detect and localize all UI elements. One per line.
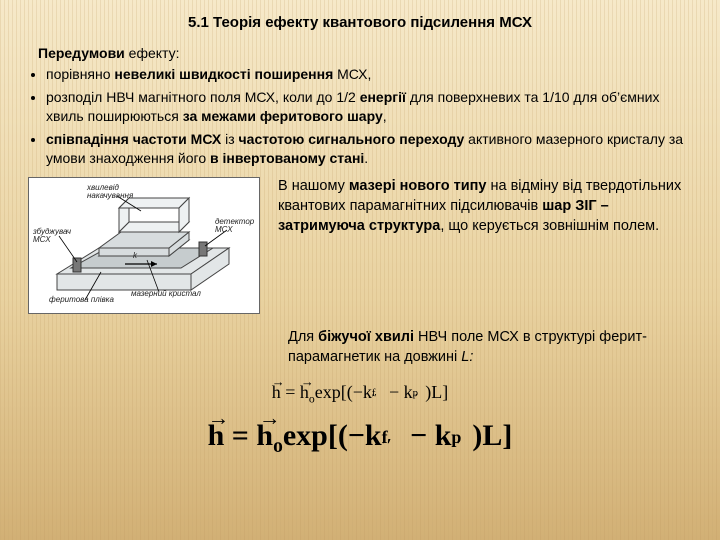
- diagram-label-detector: детектор МСХ: [215, 218, 259, 234]
- device-diagram: хвилевід накачування збуджувач МСХ детек…: [28, 177, 260, 314]
- preconditions-list: порівняно невеликі швидкості поширення М…: [28, 65, 692, 167]
- intro-line: Передумови ефекту:: [38, 45, 692, 61]
- intro-rest: ефекту:: [125, 45, 180, 61]
- diagram-label-waveguide: хвилевід накачування: [87, 184, 147, 200]
- list-item: порівняно невеликі швидкості поширення М…: [46, 65, 692, 84]
- list-item: співпадіння частоти МСХ із частотою сигн…: [46, 130, 692, 168]
- running-wave-paragraph: Для біжучої хвилі НВЧ поле МСХ в структу…: [288, 328, 692, 367]
- diagram-label-exciter: збуджувач МСХ: [33, 228, 83, 244]
- diagram-label-crystal: мазерний кристал: [131, 290, 201, 298]
- slide-title: 5.1 Теорія ефекту квантового підсилення …: [28, 14, 692, 31]
- intro-bold: Передумови: [38, 45, 125, 61]
- equation-small: h = hoexp[(−kf′′ − kp′′)L]: [28, 382, 692, 406]
- diagram-label-film: феритова плівка: [49, 296, 119, 304]
- equation-large: h = hoexp[(−kf′′ − kp′′)L]: [28, 419, 692, 458]
- list-item: розподіл НВЧ магнітного поля МСХ, коли д…: [46, 88, 692, 126]
- maser-paragraph: В нашому мазері нового типу на відміну в…: [278, 177, 692, 314]
- diagram-label-k: k: [133, 252, 137, 260]
